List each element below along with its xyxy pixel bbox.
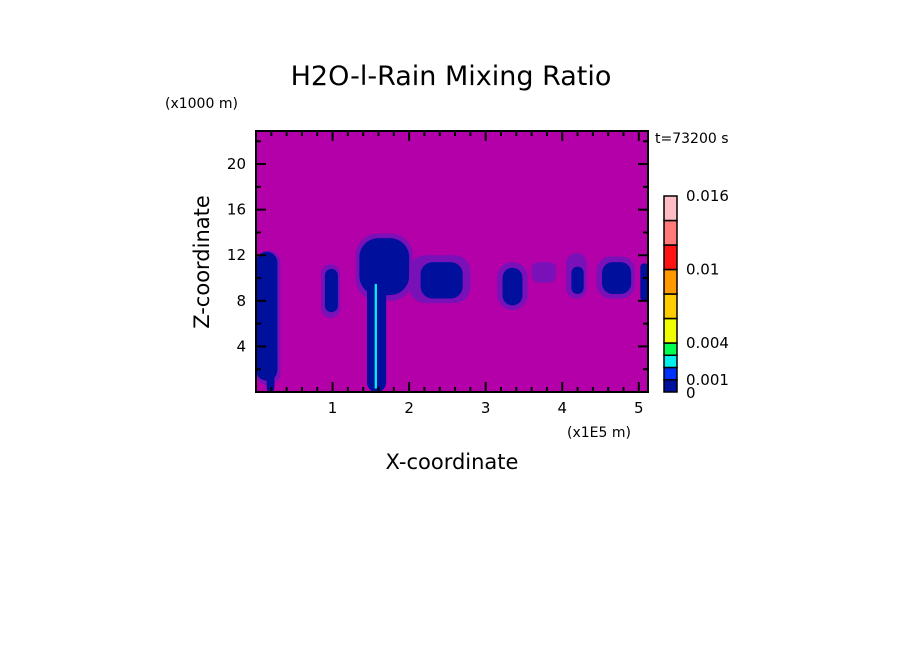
colorbar-box bbox=[663, 317, 678, 344]
contour-region bbox=[502, 267, 523, 306]
colorbar-label: 0.01 bbox=[686, 261, 719, 279]
chart-title: H2O-l-Rain Mixing Ratio bbox=[291, 61, 612, 92]
contour-region bbox=[531, 262, 557, 283]
colorbar-box bbox=[663, 195, 678, 222]
colorbar-label: 0.016 bbox=[686, 187, 729, 205]
colorbar-box bbox=[663, 293, 678, 320]
colorbar-box bbox=[663, 366, 678, 381]
x-tick-label: 4 bbox=[557, 399, 567, 417]
y-tick-label: 8 bbox=[236, 292, 246, 310]
y-tick-label: 16 bbox=[227, 201, 246, 219]
contour-region bbox=[374, 283, 377, 389]
x-tick-label: 3 bbox=[481, 399, 491, 417]
x-axis-label: X-coordinate bbox=[386, 450, 519, 474]
x-tick-label: 1 bbox=[328, 399, 338, 417]
y-axis-label: Z-coordinate bbox=[190, 195, 214, 329]
y-tick-label: 20 bbox=[227, 155, 246, 173]
contour-regions bbox=[256, 233, 648, 392]
colorbar-label: 0 bbox=[686, 384, 696, 402]
contour-region bbox=[266, 346, 275, 392]
contour-region bbox=[640, 263, 648, 301]
x-tick-label: 2 bbox=[404, 399, 414, 417]
colorbar-box bbox=[663, 219, 678, 246]
colorbar-label: 0.004 bbox=[686, 334, 729, 352]
y-tick-label: 4 bbox=[236, 337, 246, 355]
y-tick-label: 12 bbox=[227, 246, 246, 264]
colorbar-box bbox=[663, 379, 678, 393]
plot-frame bbox=[255, 130, 649, 393]
x-unit-label: (x1E5 m) bbox=[567, 425, 631, 441]
y-unit-label: (x1000 m) bbox=[165, 96, 238, 112]
colorbar-box bbox=[663, 354, 678, 369]
contour-region bbox=[602, 262, 632, 294]
colorbar-box bbox=[663, 342, 678, 356]
colorbar-box bbox=[663, 268, 678, 295]
contour-region bbox=[420, 262, 463, 299]
time-label: t=73200 s bbox=[655, 131, 729, 147]
contour-region bbox=[324, 268, 338, 313]
colorbar-label: 0.001 bbox=[686, 371, 729, 389]
x-tick-label: 5 bbox=[634, 399, 644, 417]
colorbar-box bbox=[663, 244, 678, 271]
contour-region bbox=[571, 266, 584, 294]
